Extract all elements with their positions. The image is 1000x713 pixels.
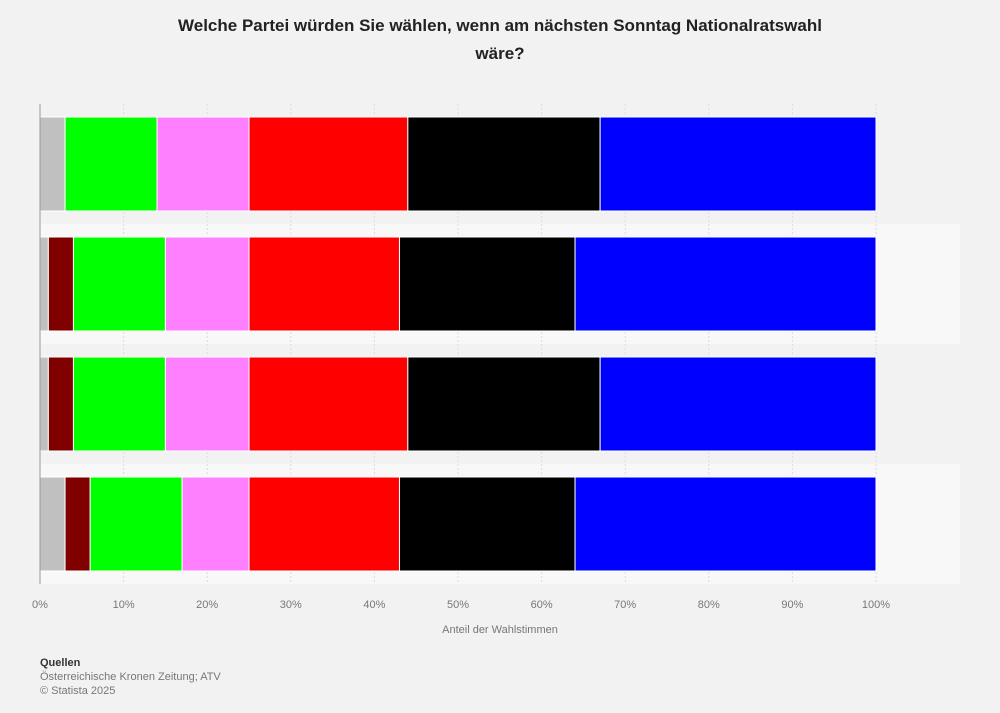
bar-segment bbox=[574, 476, 877, 572]
chart-title-line-1: Welche Partei würden Sie wählen, wenn am… bbox=[178, 16, 822, 35]
x-tick-label: 0% bbox=[32, 599, 48, 611]
copyright-line: © Statista 2025 bbox=[40, 685, 116, 697]
source-line: Österreichische Kronen Zeitung; ATV bbox=[40, 671, 221, 683]
bar-segment bbox=[39, 476, 66, 572]
bar-segment bbox=[407, 116, 601, 212]
x-tick-label: 80% bbox=[698, 599, 720, 611]
chart-title: Welche Partei würden Sie wählen, wenn am… bbox=[0, 12, 1000, 68]
bar-segment bbox=[398, 476, 576, 572]
bar-segment bbox=[599, 356, 877, 452]
bar-segment bbox=[89, 476, 183, 572]
x-tick-label: 100% bbox=[862, 599, 890, 611]
bar-segment bbox=[64, 116, 158, 212]
x-tick-label: 60% bbox=[531, 599, 553, 611]
bar-segment bbox=[181, 476, 250, 572]
x-axis-title: Anteil der Wahlstimmen bbox=[442, 624, 558, 636]
bar-segment bbox=[164, 356, 250, 452]
x-tick-label: 90% bbox=[781, 599, 803, 611]
x-tick-label: 50% bbox=[447, 599, 469, 611]
bar-segment bbox=[72, 356, 166, 452]
x-tick-label: 40% bbox=[363, 599, 385, 611]
bar-segment bbox=[156, 116, 250, 212]
bar-segment bbox=[47, 236, 74, 332]
x-tick-label: 70% bbox=[614, 599, 636, 611]
bar-segment bbox=[248, 356, 409, 452]
bar-segment bbox=[64, 476, 91, 572]
bar-segment bbox=[164, 236, 250, 332]
chart-title-line-2: wäre? bbox=[475, 44, 525, 63]
bar-segment bbox=[248, 476, 400, 572]
bar-segment bbox=[39, 236, 49, 332]
bar-segment bbox=[574, 236, 877, 332]
bar-segment bbox=[39, 356, 49, 452]
source-heading: Quellen bbox=[40, 657, 81, 669]
bar-segment bbox=[599, 116, 877, 212]
source-block: Quellen Österreichische Kronen Zeitung; … bbox=[40, 656, 221, 698]
bar-segment bbox=[248, 116, 409, 212]
x-tick-label: 30% bbox=[280, 599, 302, 611]
bar-segment bbox=[248, 236, 400, 332]
bar-segment bbox=[72, 236, 166, 332]
bar-segment bbox=[47, 356, 74, 452]
x-tick-label: 20% bbox=[196, 599, 218, 611]
bar-segment bbox=[39, 116, 66, 212]
bar-segment bbox=[407, 356, 601, 452]
x-tick-label: 10% bbox=[113, 599, 135, 611]
bar-segment bbox=[398, 236, 576, 332]
